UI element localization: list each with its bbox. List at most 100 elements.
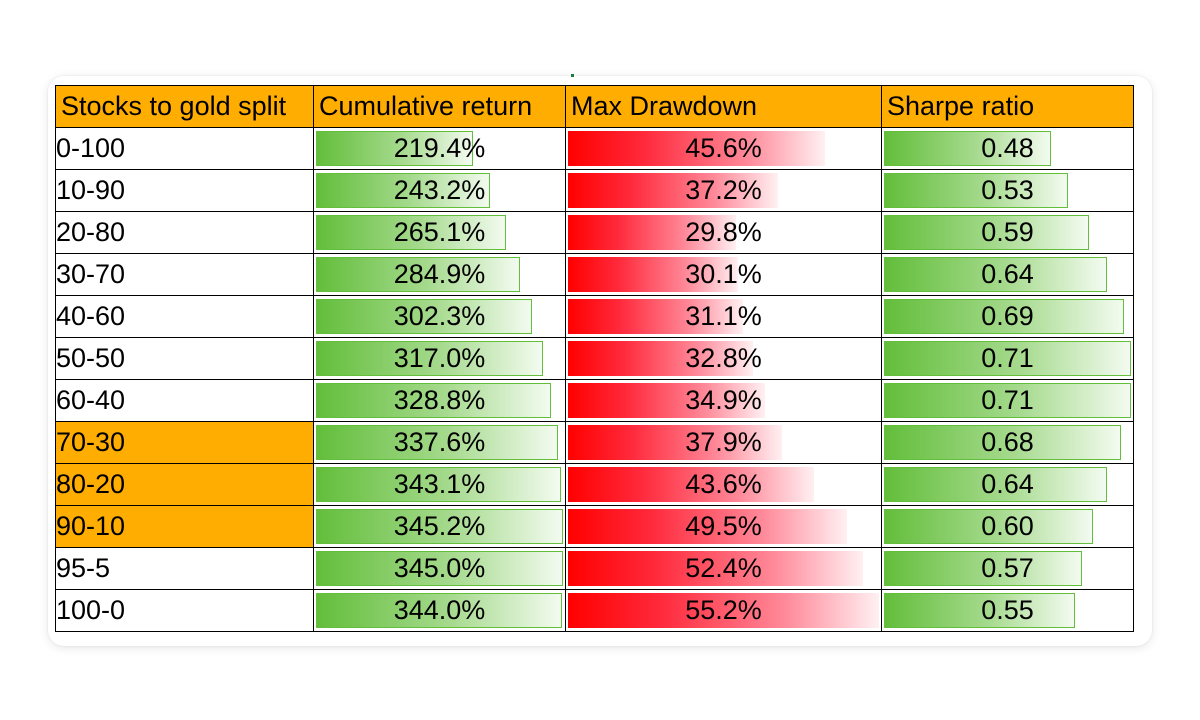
table-row: 70-30 337.6% 37.9% 0.68 xyxy=(55,421,1134,464)
cell-cumulative-return-value: 243.2% xyxy=(393,175,486,205)
cell-cumulative-return-value: 345.2% xyxy=(393,511,486,541)
cell-cumulative-return-value: 345.0% xyxy=(393,553,486,583)
cell-split[interactable]: 60-40 xyxy=(55,379,314,422)
cell-max-drawdown[interactable]: 30.1% xyxy=(565,253,882,296)
cell-cumulative-return[interactable]: 317.0% xyxy=(313,337,566,380)
sharpe-ratio-bar xyxy=(884,299,1124,334)
cell-split[interactable]: 70-30 xyxy=(55,421,314,464)
sharpe-ratio-bar xyxy=(884,425,1121,460)
cell-split[interactable]: 90-10 xyxy=(55,505,314,548)
table-row: 90-10 345.2% 49.5% 0.60 xyxy=(55,505,1134,548)
cell-cumulative-return[interactable]: 243.2% xyxy=(313,169,566,212)
cell-sharpe-ratio-value: 0.57 xyxy=(981,553,1034,583)
cell-cumulative-return[interactable]: 344.0% xyxy=(313,589,566,632)
cell-max-drawdown-value: 37.9% xyxy=(685,427,762,457)
cell-sharpe-ratio-value: 0.64 xyxy=(981,259,1034,289)
cell-split[interactable]: 20-80 xyxy=(55,211,314,254)
cell-max-drawdown[interactable]: 34.9% xyxy=(565,379,882,422)
cell-sharpe-ratio[interactable]: 0.60 xyxy=(881,505,1134,548)
cell-cumulative-return[interactable]: 345.0% xyxy=(313,547,566,590)
max-drawdown-bar xyxy=(568,383,765,418)
cell-max-drawdown[interactable]: 37.9% xyxy=(565,421,882,464)
cell-cumulative-return[interactable]: 265.1% xyxy=(313,211,566,254)
cell-cumulative-return[interactable]: 302.3% xyxy=(313,295,566,338)
cell-sharpe-ratio[interactable]: 0.68 xyxy=(881,421,1134,464)
cell-cumulative-return-value: 265.1% xyxy=(393,217,486,247)
cell-sharpe-ratio[interactable]: 0.53 xyxy=(881,169,1134,212)
sharpe-ratio-bar xyxy=(884,509,1093,544)
cell-split[interactable]: 50-50 xyxy=(55,337,314,380)
cell-cumulative-return-value: 337.6% xyxy=(393,427,486,457)
cell-sharpe-ratio[interactable]: 0.69 xyxy=(881,295,1134,338)
table-row: 100-0 344.0% 55.2% 0.55 xyxy=(55,589,1134,632)
table-row: 80-20 343.1% 43.6% 0.64 xyxy=(55,463,1134,506)
table-row: 10-90 243.2% 37.2% 0.53 xyxy=(55,169,1134,212)
cumulative-return-bar xyxy=(316,299,532,334)
cell-max-drawdown[interactable]: 32.8% xyxy=(565,337,882,380)
cell-max-drawdown-value: 32.8% xyxy=(685,343,762,373)
sharpe-ratio-bar xyxy=(884,173,1068,208)
cumulative-return-bar xyxy=(316,215,506,250)
cell-cumulative-return[interactable]: 328.8% xyxy=(313,379,566,422)
cell-sharpe-ratio[interactable]: 0.57 xyxy=(881,547,1134,590)
cell-sharpe-ratio[interactable]: 0.59 xyxy=(881,211,1134,254)
cell-split[interactable]: 30-70 xyxy=(55,253,314,296)
cell-max-drawdown[interactable]: 29.8% xyxy=(565,211,882,254)
cell-max-drawdown[interactable]: 55.2% xyxy=(565,589,882,632)
header-stocks-to-gold-split[interactable]: Stocks to gold split xyxy=(55,85,314,128)
cumulative-return-bar xyxy=(316,467,561,502)
cell-sharpe-ratio[interactable]: 0.64 xyxy=(881,253,1134,296)
cell-split[interactable]: 100-0 xyxy=(55,589,314,632)
header-max-drawdown[interactable]: Max Drawdown xyxy=(565,85,882,128)
cell-cumulative-return-value: 284.9% xyxy=(393,259,486,289)
table-row: 95-5 345.0% 52.4% 0.57 xyxy=(55,547,1134,590)
sharpe-ratio-bar xyxy=(884,383,1131,418)
cell-max-drawdown-value: 31.1% xyxy=(685,301,762,331)
max-drawdown-bar xyxy=(568,173,778,208)
cell-sharpe-ratio[interactable]: 0.71 xyxy=(881,337,1134,380)
cell-split[interactable]: 80-20 xyxy=(55,463,314,506)
cell-cumulative-return[interactable]: 284.9% xyxy=(313,253,566,296)
cell-sharpe-ratio[interactable]: 0.48 xyxy=(881,127,1134,170)
cell-max-drawdown[interactable]: 52.4% xyxy=(565,547,882,590)
sharpe-ratio-bar xyxy=(884,551,1082,586)
cell-cumulative-return[interactable]: 337.6% xyxy=(313,421,566,464)
cell-max-drawdown-value: 29.8% xyxy=(685,217,762,247)
cell-split[interactable]: 0-100 xyxy=(55,127,314,170)
cell-cumulative-return[interactable]: 345.2% xyxy=(313,505,566,548)
header-cumulative-return[interactable]: Cumulative return xyxy=(313,85,566,128)
cumulative-return-bar xyxy=(316,257,520,292)
sharpe-ratio-bar xyxy=(884,593,1075,628)
cell-max-drawdown[interactable]: 31.1% xyxy=(565,295,882,338)
header-row: Stocks to gold split Cumulative return M… xyxy=(55,85,1134,128)
table-row: 50-50 317.0% 32.8% 0.71 xyxy=(55,337,1134,380)
cell-cumulative-return[interactable]: 219.4% xyxy=(313,127,566,170)
cumulative-return-bar xyxy=(316,383,551,418)
table-row: 0-100 219.4% 45.6% 0.48 xyxy=(55,127,1134,170)
sharpe-ratio-bar xyxy=(884,467,1107,502)
sharpe-ratio-bar xyxy=(884,215,1089,250)
max-drawdown-bar xyxy=(568,425,782,460)
cell-sharpe-ratio[interactable]: 0.55 xyxy=(881,589,1134,632)
cell-max-drawdown[interactable]: 37.2% xyxy=(565,169,882,212)
cell-cumulative-return[interactable]: 343.1% xyxy=(313,463,566,506)
cell-max-drawdown[interactable]: 49.5% xyxy=(565,505,882,548)
table-row: 60-40 328.8% 34.9% 0.71 xyxy=(55,379,1134,422)
cell-cumulative-return-value: 317.0% xyxy=(393,343,486,373)
cumulative-return-bar xyxy=(316,593,562,628)
cumulative-return-bar xyxy=(316,131,473,166)
cell-max-drawdown[interactable]: 45.6% xyxy=(565,127,882,170)
cell-split[interactable]: 95-5 xyxy=(55,547,314,590)
max-drawdown-bar xyxy=(568,467,814,502)
cell-sharpe-ratio-value: 0.48 xyxy=(981,133,1034,163)
cumulative-return-bar xyxy=(316,173,490,208)
cell-max-drawdown[interactable]: 43.6% xyxy=(565,463,882,506)
cell-max-drawdown-value: 43.6% xyxy=(685,469,762,499)
cumulative-return-bar xyxy=(316,425,558,460)
sharpe-ratio-bar xyxy=(884,257,1107,292)
header-sharpe-ratio[interactable]: Sharpe ratio xyxy=(881,85,1134,128)
cell-split[interactable]: 10-90 xyxy=(55,169,314,212)
cell-split[interactable]: 40-60 xyxy=(55,295,314,338)
cell-sharpe-ratio[interactable]: 0.64 xyxy=(881,463,1134,506)
cell-sharpe-ratio[interactable]: 0.71 xyxy=(881,379,1134,422)
